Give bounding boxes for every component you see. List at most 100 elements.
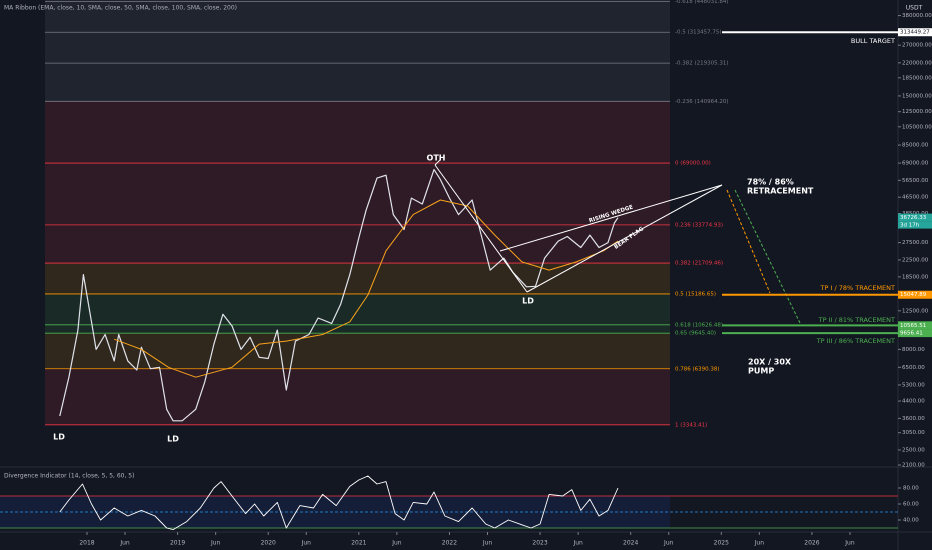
annotation: LD [522,297,534,306]
currency: USDT [906,5,923,12]
countdown: 3d 17h [900,223,920,229]
wedge-line [499,184,723,252]
y-tick-label: 85000.00 [902,143,929,149]
y-tick-label: 185000.00 [902,75,932,81]
annotation: LD [167,435,179,444]
price-badge-label: 15047.89 [900,292,927,298]
x-tick-label: 2026 [804,540,819,547]
fib-label: 0.5 (15186.65) [675,291,716,297]
arrow-path [726,189,771,294]
fib-band [45,368,670,425]
y-tick-label: 2100.00 [902,463,925,469]
price-badge-label: 313449.27 [900,30,930,36]
price-badge-label: 36726.33 [900,215,927,221]
fib-label: 0.65 (9645.40) [675,331,716,337]
fib-label: -0.236 (140964.20) [675,99,729,105]
y-tick-label: 125000.00 [902,109,932,115]
annotation: TP II / 81% TRACEMENT [818,316,895,324]
moving-average [114,199,619,378]
fib-label: 0 (69000.00) [675,161,711,167]
price-badge [898,213,932,222]
wedge-line [434,159,441,166]
price-line [59,169,619,422]
fib-band [45,163,670,225]
x-tick-label: Jun [663,540,674,547]
x-tick-label: Jun [754,540,765,547]
y-tick-label: 380000.00 [902,13,932,19]
oscillator-title: Divergence Indicator (14, close, 5, 5, 6… [4,473,134,480]
y-tick-label: 22500.00 [902,257,929,263]
countdown-badge [898,221,932,229]
indicator-title: MA Ribbon (EMA, close, 10, SMA, close, 5… [4,5,237,12]
fib-band [45,32,670,64]
annotation: BULL TARGET [851,37,895,45]
annotation: 20X / 30X [748,358,792,367]
y-tick-label: 3600.00 [902,416,925,422]
oscillator-tick-label: 80.00 [903,486,919,492]
y-tick-label: 56500.00 [902,178,929,184]
price-badge [898,290,932,299]
annotation: TP III / 86% TRACEMENT [816,337,895,345]
fib-label: 0.786 (6390.38) [675,366,720,372]
y-tick-label: 8000.00 [902,347,925,353]
annotation: TP I / 78% TRACEMENT [820,284,895,292]
x-tick-label: Jun [844,540,855,547]
oscillator-line [59,475,619,531]
fib-band [45,293,670,325]
fib-label: -0.5 (313457.75) [675,30,722,36]
price-badge-label: 10565.51 [900,323,926,329]
x-tick-label: Jun [301,540,312,547]
wedge-line [526,184,723,293]
x-tick-label: 2021 [351,540,366,547]
y-tick-label: 4400.00 [902,399,925,405]
x-tick-label: Jun [391,540,402,547]
y-tick-label: 3050.00 [902,430,925,436]
fib-band [45,324,670,334]
annotation: RETRACEMENT [747,187,814,196]
y-tick-label: 5300.00 [902,382,925,388]
y-tick-label: 6500.00 [902,365,925,371]
y-tick-label: 69000.00 [902,161,929,167]
x-tick-label: Jun [119,540,130,547]
annotation: OTH [427,154,446,163]
price-badge [898,321,932,330]
fib-band [45,1,670,33]
fib-band [45,263,670,294]
fib-label: -0.382 (219305.31) [675,61,729,67]
y-tick-label: 220000.00 [902,60,932,66]
x-tick-label: 2022 [442,540,457,547]
price-badge [898,28,932,37]
annotation: PUMP [748,367,774,376]
x-tick-label: Jun [482,540,493,547]
y-tick-label: 12500.00 [902,308,929,314]
oscillator-tick-label: 40.00 [903,518,919,524]
x-tick-label: Jun [572,540,583,547]
fib-label: 0.382 (21709.46) [675,261,723,267]
x-tick-label: 2025 [714,540,729,547]
x-tick-label: 2019 [170,540,185,547]
x-tick-label: 2020 [261,540,276,547]
y-tick-label: 27500.00 [902,240,929,246]
x-tick-label: 2023 [532,540,547,547]
wedge-line [434,164,528,293]
y-tick-label: 270000.00 [902,43,932,49]
price-badge-label: 9656.41 [900,331,923,337]
annotation: LD [53,433,65,442]
price-badge [898,329,932,338]
x-tick-label: Jun [210,540,221,547]
fib-band [45,63,670,102]
y-tick-label: 2500.00 [902,447,925,453]
fib-label: 0.618 (10626.48) [675,322,723,328]
y-tick-label: 18500.00 [902,274,929,280]
y-tick-label: 105000.00 [902,124,932,130]
fib-label: 0.236 (33774.93) [675,222,723,228]
oscillator-tick-label: 60.00 [903,502,919,508]
fib-label: -0.618 (448031.84) [675,0,729,5]
fib-band [45,333,670,369]
x-tick-label: 2018 [79,540,94,547]
fib-label: 1 (3343.41) [675,422,707,428]
annotation: 78% / 86% [747,178,794,187]
x-tick-label: 2024 [623,540,638,547]
